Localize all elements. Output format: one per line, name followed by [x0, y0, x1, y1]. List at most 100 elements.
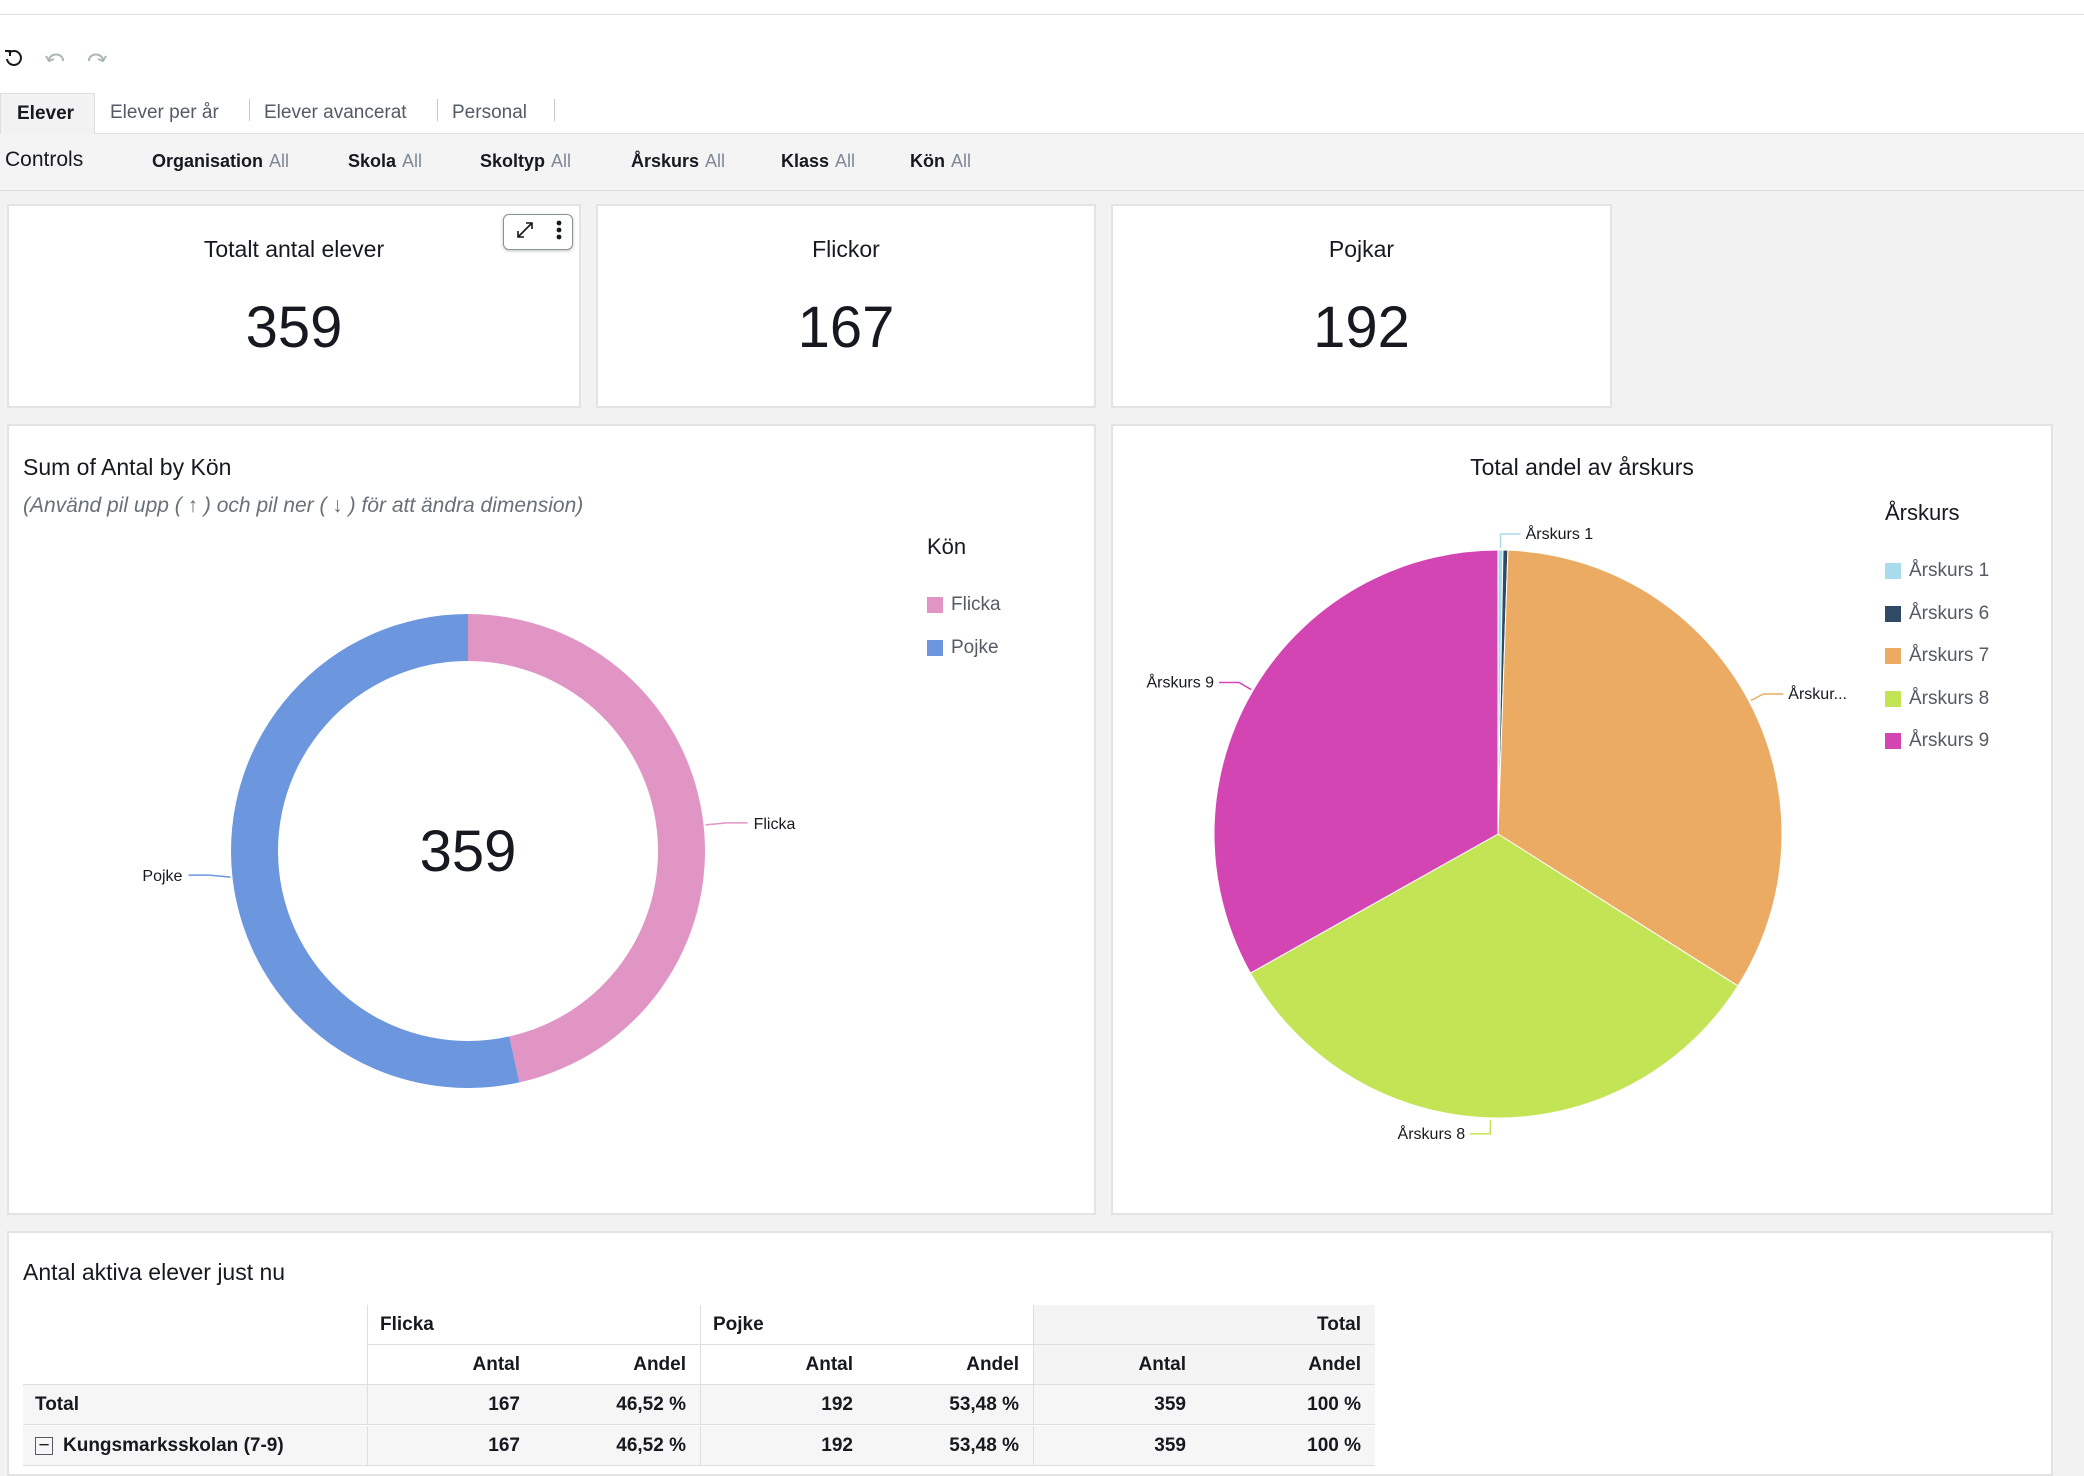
legend-swatch [927, 597, 943, 613]
legend-item-arskurs-8[interactable]: Årskurs 8 [1885, 688, 1989, 710]
controls-title[interactable]: Controls [5, 148, 84, 171]
legend-label: Årskurs 6 [1909, 603, 1990, 624]
filter-value: All [269, 151, 290, 171]
filter-name: Skola [348, 151, 397, 171]
legend-label: Årskurs 8 [1909, 688, 1990, 709]
filter-skola[interactable]: Skola All [348, 151, 422, 172]
expand-icon[interactable] [514, 219, 536, 246]
kpi-value: 167 [797, 295, 895, 360]
table-row-label[interactable]: − Kungsmarksskolan (7-9) [23, 1426, 367, 1466]
table-cell: 46,52 % [534, 1426, 700, 1466]
legend-swatch [1885, 563, 1901, 579]
slice-leader-line [705, 822, 748, 826]
tab-elever-per-ar[interactable]: Elever per år [110, 102, 219, 123]
collapse-icon[interactable]: − [35, 1435, 53, 1456]
table-column-header[interactable]: Andel [867, 1345, 1033, 1385]
top-bar [0, 0, 2084, 15]
slice-leader-line [1750, 693, 1784, 702]
slice-label: Flicka [754, 816, 796, 833]
table-column-header[interactable]: Antal [367, 1345, 534, 1385]
more-options-icon[interactable] [555, 219, 563, 246]
controls-bar: Controls Organisation All Skola All Skolty… [0, 134, 2084, 191]
slice-leader-line [1470, 1119, 1492, 1135]
table-cell: 359 [1033, 1385, 1200, 1425]
slice-label: Årskurs 8 [1398, 1124, 1466, 1143]
slice-leader-line [1219, 681, 1252, 691]
chart-subtitle: (Använd pil upp ( ↑ ) och pil ner ( ↓ ) … [23, 494, 584, 517]
filter-klass[interactable]: Klass All [781, 151, 855, 172]
slice-label: Årskurs 9 [1146, 672, 1214, 691]
legend-item-arskurs-1[interactable]: Årskurs 1 [1885, 560, 1989, 582]
tab-elever[interactable]: Elever [0, 93, 95, 134]
pivot-table: Flicka Pojke Total Antal Andel Antal Andel Anta… [23, 1305, 1375, 1475]
legend-item-arskurs-7[interactable]: Årskurs 7 [1885, 645, 1989, 667]
filter-name: Skoltyp [480, 151, 546, 171]
filter-value: All [705, 151, 726, 171]
filter-name: Årskurs [631, 151, 700, 171]
sheet-tabs: Elever Elever per år Elever avancerat Pe… [0, 93, 2084, 134]
legend-swatch [1885, 606, 1901, 622]
table-group-header[interactable]: Total [1033, 1305, 1375, 1345]
chart-title: Sum of Antal by Kön [23, 454, 232, 480]
legend-swatch [1885, 733, 1901, 749]
tab-divider [249, 99, 250, 121]
pie-chart-card[interactable]: Total andel av årskurs Årskurs 1 Årskur..… [1111, 424, 2053, 1215]
legend-item-arskurs-9[interactable]: Årskurs 9 [1885, 730, 1989, 752]
table-cell: 167 [367, 1426, 534, 1466]
table-cell: 53,48 % [867, 1426, 1033, 1466]
slice-leader-line [188, 874, 231, 878]
pie-slice-årskurs-9[interactable] [1213, 549, 1499, 974]
toolbar [0, 15, 2084, 93]
table-cell: 192 [700, 1385, 867, 1425]
filter-kon[interactable]: Kön All [910, 151, 971, 172]
legend-label: Årskurs 9 [1909, 730, 1990, 751]
reset-icon[interactable] [0, 45, 28, 73]
filter-skoltyp[interactable]: Skoltyp All [480, 151, 571, 172]
table-cell: 100 % [1200, 1385, 1375, 1425]
donut-slice-pojke[interactable] [230, 614, 520, 1088]
filter-name: Organisation [152, 151, 264, 171]
slice-leader-line [1499, 533, 1521, 549]
pie-slice-årskurs-7[interactable] [1497, 549, 1783, 987]
table-column-header[interactable]: Antal [700, 1345, 867, 1385]
donut-chart-card[interactable]: Sum of Antal by Kön (Använd pil upp ( ↑ … [7, 424, 1096, 1215]
legend-item-pojke[interactable]: Pojke [927, 637, 999, 659]
table-row-label: Total [23, 1385, 367, 1425]
table-cell: 359 [1033, 1426, 1200, 1466]
visual-menu [503, 214, 573, 250]
legend-item-arskurs-6[interactable]: Årskurs 6 [1885, 603, 1989, 625]
table-cell: 167 [367, 1385, 534, 1425]
pie-chart: Årskurs 1 Årskur... Årskurs 8 Årskurs 9 [1146, 524, 1847, 1143]
legend-label: Flicka [951, 594, 1001, 615]
filter-value: All [835, 151, 856, 171]
kpi-card-total[interactable]: Totalt antal elever 359 [7, 204, 581, 408]
undo-icon[interactable] [41, 45, 69, 73]
kpi-value: 192 [1313, 295, 1410, 360]
tab-personal[interactable]: Personal [452, 102, 527, 123]
table-group-header[interactable]: Flicka [367, 1305, 700, 1345]
legend-item-flicka[interactable]: Flicka [927, 594, 1001, 616]
donut-slice-flicka[interactable] [468, 614, 705, 1083]
table-card[interactable]: Antal aktiva elever just nu Flicka Pojke T… [7, 1231, 2053, 1476]
filter-organisation[interactable]: Organisation All [152, 151, 289, 172]
table-column-header[interactable]: Antal [1033, 1345, 1200, 1385]
legend-swatch [927, 640, 943, 656]
table-corner [23, 1345, 367, 1385]
table-column-header[interactable]: Andel [1200, 1345, 1375, 1385]
slice-label: Årskurs 1 [1526, 524, 1594, 543]
tab-elever-avancerat[interactable]: Elever avancerat [264, 102, 407, 123]
kpi-title: Totalt antal elever [203, 236, 385, 262]
redo-icon[interactable] [83, 45, 111, 73]
legend-title: Årskurs [1885, 500, 1960, 525]
legend-label: Årskurs 7 [1909, 645, 1990, 666]
kpi-card-flickor[interactable]: Flickor 167 [596, 204, 1096, 408]
filter-value: All [402, 151, 423, 171]
kpi-card-pojkar[interactable]: Pojkar 192 [1111, 204, 1612, 408]
table-cell: 100 % [1200, 1426, 1375, 1466]
table-group-header[interactable]: Pojke [700, 1305, 1033, 1345]
filter-arskurs[interactable]: Årskurs All [631, 151, 725, 172]
slice-label: Pojke [142, 868, 182, 885]
row-label-text: Kungsmarksskolan (7-9) [63, 1434, 284, 1456]
chart-title: Total andel av årskurs [1470, 454, 1694, 480]
table-column-header[interactable]: Andel [534, 1345, 700, 1385]
